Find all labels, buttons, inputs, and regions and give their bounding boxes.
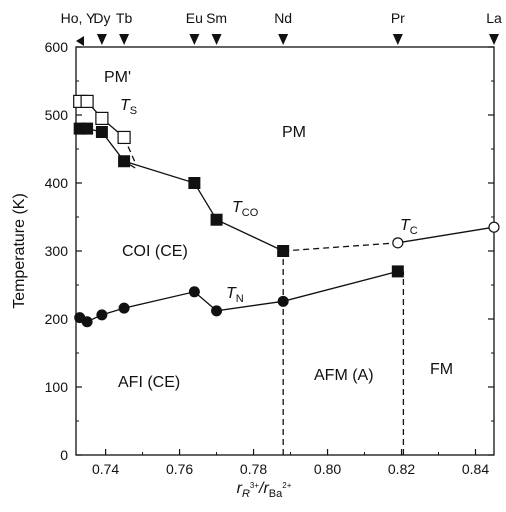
top-element-marker (278, 34, 289, 45)
fm-region-label: FM (430, 361, 453, 378)
pm-prime-label: PM' (104, 69, 131, 86)
tco-boundary (79, 127, 284, 252)
tn-label: TN (226, 285, 244, 305)
filled-circle-marker (211, 305, 223, 317)
tc-boundary (397, 226, 495, 244)
top-element-label: La (486, 10, 502, 26)
top-element-label: Tb (116, 10, 133, 26)
x-tick-label: 0.78 (240, 461, 267, 477)
filled-circle-marker (188, 286, 200, 298)
coi-region-label: COI (CE) (122, 243, 188, 260)
x-tick-label: 0.80 (314, 461, 341, 477)
filled-square-marker (118, 155, 131, 168)
top-element-marker (392, 34, 403, 45)
x-axis-title: rR3+/rBa2+ (237, 480, 292, 500)
filled-square-marker (81, 122, 94, 135)
x-tick-label: 0.74 (92, 461, 119, 477)
afi-region-label: AFI (CE) (118, 374, 180, 391)
x-tick-label: 0.84 (462, 461, 489, 477)
filled-circle-marker (96, 309, 108, 321)
y-tick-label: 200 (45, 311, 69, 327)
filled-square-marker (277, 245, 290, 257)
filled-circle-marker (277, 295, 289, 307)
annotations: PM' TS PM TCO TC COI (CE) TN AFI (CE) AF… (104, 69, 453, 391)
tc-label: TC (400, 217, 418, 237)
top-element-label: Nd (274, 10, 292, 26)
data-markers (73, 94, 500, 328)
y-tick-label: 400 (45, 175, 69, 191)
phase-boundary-curves (79, 100, 495, 455)
y-tick-label: 100 (45, 379, 69, 395)
y-axis-title: Temperature (K) (11, 193, 28, 309)
afm-region-label: AFM (A) (314, 367, 374, 384)
top-element-marker (489, 34, 499, 45)
filled-square-marker (188, 177, 201, 189)
open-circle-marker (488, 221, 500, 233)
y-tick-label: 500 (45, 107, 69, 123)
ts-label: TS (120, 97, 137, 117)
filled-square-marker (210, 213, 223, 226)
top-element-label: Ho, Y (61, 10, 96, 26)
open-square-marker (117, 130, 131, 145)
tc-boundary-dashed (283, 242, 398, 252)
top-element-marker (96, 34, 107, 45)
filled-circle-marker (81, 316, 93, 328)
tco-label: TCO (232, 199, 259, 219)
y-tick-label: 600 (45, 39, 69, 55)
open-circle-marker (392, 237, 404, 249)
filled-circle-marker (392, 265, 404, 277)
open-square-marker (80, 94, 94, 109)
x-tick-label: 0.76 (166, 461, 193, 477)
filled-circle-marker (118, 302, 130, 314)
filled-square-marker (95, 126, 108, 138)
x-tick-label: 0.82 (388, 461, 415, 477)
y-tick-label: 300 (45, 243, 69, 259)
top-element-marker (211, 34, 222, 45)
top-element-marker (189, 34, 200, 45)
axes: 0 100 200 300 400 500 600 0.74 0.76 0.78 0.80 0.82 0… (45, 10, 502, 477)
top-element-label: Pr (391, 10, 405, 26)
top-element-marker (119, 34, 130, 45)
open-square-marker (95, 111, 109, 126)
top-element-marker (76, 36, 84, 46)
top-element-label: Eu (186, 10, 203, 26)
y-tick-label: 0 (60, 447, 68, 463)
top-element-label: Sm (206, 10, 227, 26)
pm-region-label: PM (282, 124, 306, 141)
top-element-label: Dy (93, 10, 110, 26)
